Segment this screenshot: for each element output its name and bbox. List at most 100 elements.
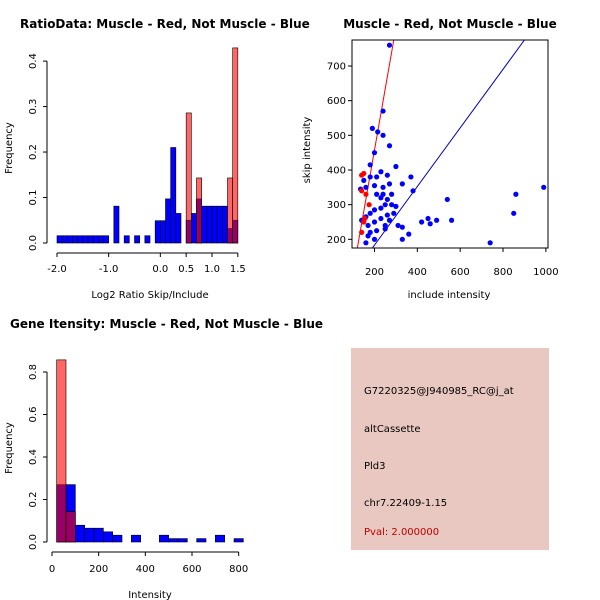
scatter-point-not-muscle xyxy=(367,210,373,216)
ratio-chart-title: RatioData: Muscle - Red, Not Muscle - Bl… xyxy=(20,17,310,31)
scatter-x-label: include intensity xyxy=(408,290,491,301)
scatter-point-not-muscle xyxy=(378,169,384,175)
ratio-bar-muscle xyxy=(232,47,239,244)
intensity-bar-not-muscle xyxy=(177,538,188,543)
scatter-point-not-muscle xyxy=(369,125,375,131)
scatter-x-tick-label: 600 xyxy=(451,267,470,278)
event-type: altCassette xyxy=(364,424,421,435)
ratio-bar-not-muscle xyxy=(206,205,213,244)
scatter-point-not-muscle xyxy=(425,215,431,222)
intensity-bar-not-muscle xyxy=(103,531,113,543)
scatter-point-not-muscle xyxy=(444,196,450,203)
scatter-point-muscle xyxy=(359,229,365,235)
scatter-point-muscle xyxy=(366,202,372,208)
scatter-x-tick-label: 200 xyxy=(365,267,384,278)
scatter-point-not-muscle xyxy=(378,205,384,211)
ratio-bar-not-muscle xyxy=(103,235,109,244)
ratio-bar-not-muscle xyxy=(222,205,228,244)
intensity-y-tick-label: 0.0 xyxy=(28,534,39,550)
scatter-plot-frame xyxy=(351,39,549,249)
scatter-point-not-muscle xyxy=(389,202,395,208)
ratio-x-tick-label: -2.0 xyxy=(47,264,67,275)
scatter-point-not-muscle xyxy=(541,184,547,190)
ratio-x-tick-label: 0.5 xyxy=(178,264,194,275)
scatter-point-not-muscle xyxy=(375,129,381,135)
scatter-point-muscle xyxy=(362,215,368,222)
ratio-bar-not-muscle xyxy=(87,235,94,244)
scatter-point-not-muscle xyxy=(389,191,395,197)
intensity-chart-title: Gene Itensity: Muscle - Red, Not Muscle … xyxy=(10,317,323,331)
scatter-y-tick-label: 400 xyxy=(327,166,346,177)
scatter-y-tick-label: 500 xyxy=(327,131,346,142)
scatter-point-muscle xyxy=(363,191,369,197)
intensity-bar-not-muscle xyxy=(131,534,141,543)
ratio-bar-not-muscle xyxy=(154,220,161,244)
intensity-bar-not-muscle xyxy=(84,527,95,543)
p-value: Pval: 2.000000 xyxy=(364,527,440,538)
intensity-y-tick-label: 0.6 xyxy=(28,407,39,423)
scatter-point-not-muscle xyxy=(374,191,380,197)
scatter-point-not-muscle xyxy=(386,143,393,149)
scatter-point-not-muscle xyxy=(363,240,369,246)
intensity-bar-not-muscle xyxy=(215,534,225,543)
intensity-x-tick-label: 400 xyxy=(136,564,155,575)
scatter-point-not-muscle xyxy=(399,224,405,230)
ratio-y-tick-label: 0.4 xyxy=(28,53,39,69)
ratio-bar-not-muscle xyxy=(98,235,104,244)
scatter-point-not-muscle xyxy=(399,181,405,187)
genomic-location: chr7.22409-1.15 xyxy=(364,498,448,509)
intensity-y-label: Frequency xyxy=(4,422,15,474)
ratio-bar-not-muscle xyxy=(113,205,120,244)
scatter-y-tick-label: 200 xyxy=(327,235,346,246)
ratio-bar-not-muscle xyxy=(191,213,197,244)
ratio-x-tick-label: -1.0 xyxy=(99,264,119,275)
scatter-point-not-muscle xyxy=(511,210,517,216)
ratio-y-tick-label: 0.2 xyxy=(28,144,39,160)
intensity-x-tick-label: 0 xyxy=(49,564,55,575)
scatter-point-not-muscle xyxy=(408,174,414,180)
ratio-bar-muscle xyxy=(227,177,233,244)
intensity-bar-not-muscle xyxy=(93,527,104,543)
scatter-chart-title: Muscle - Red, Not Muscle - Blue xyxy=(343,17,557,31)
ratio-bar-not-muscle xyxy=(175,213,182,244)
scatter-point-not-muscle xyxy=(361,177,367,183)
ratio-bar-not-muscle xyxy=(77,235,84,244)
scatter-point-not-muscle xyxy=(384,212,390,218)
ratio-bar-not-muscle xyxy=(72,235,78,244)
ratio-y-tick-label: 0.3 xyxy=(28,99,39,115)
scatter-point-not-muscle xyxy=(513,191,519,197)
scatter-point-not-muscle xyxy=(371,150,378,156)
intensity-y-tick-label: 0.2 xyxy=(28,492,39,508)
ratio-bar-not-muscle xyxy=(170,147,177,244)
ratio-x-label: Log2 Ratio Skip/Include xyxy=(91,290,208,301)
scatter-point-not-muscle xyxy=(434,217,440,223)
ratio-bar-not-muscle xyxy=(211,205,218,244)
ratio-bar-not-muscle xyxy=(67,235,73,244)
ratio-bar-not-muscle xyxy=(82,235,89,244)
ratio-bar-muscle xyxy=(185,112,192,244)
scatter-point-not-muscle xyxy=(399,236,405,242)
ratio-bar-not-muscle xyxy=(165,198,171,244)
intensity-bar-not-muscle xyxy=(75,524,85,543)
intensity-bar-muscle xyxy=(56,359,67,543)
scatter-x-tick-label: 800 xyxy=(493,267,512,278)
intensity-x-tick-label: 600 xyxy=(182,564,201,575)
ratio-x-tick-label: 0.0 xyxy=(152,264,168,275)
scatter-point-not-muscle xyxy=(365,222,371,229)
intensity-bar-not-muscle xyxy=(196,538,207,543)
scatter-point-not-muscle xyxy=(487,240,493,246)
intensity-y-tick-label: 0.8 xyxy=(28,364,39,380)
scatter-point-not-muscle xyxy=(374,174,380,180)
scatter-point-not-muscle xyxy=(386,181,393,187)
scatter-y-tick-label: 600 xyxy=(327,96,346,107)
scatter-point-not-muscle xyxy=(391,210,397,216)
scatter-point-not-muscle xyxy=(374,228,380,234)
scatter-point-not-muscle xyxy=(371,207,378,213)
probe-id: G7220325@J940985_RC@j_at xyxy=(364,386,514,397)
intensity-x-tick-label: 200 xyxy=(89,564,108,575)
scatter-y-label: skip intensity xyxy=(302,117,313,184)
scatter-x-tick-label: 1000 xyxy=(533,267,558,278)
scatter-point-not-muscle xyxy=(427,221,433,227)
scatter-point-not-muscle xyxy=(393,163,399,170)
ratio-x-tick-label: 1.0 xyxy=(204,264,220,275)
